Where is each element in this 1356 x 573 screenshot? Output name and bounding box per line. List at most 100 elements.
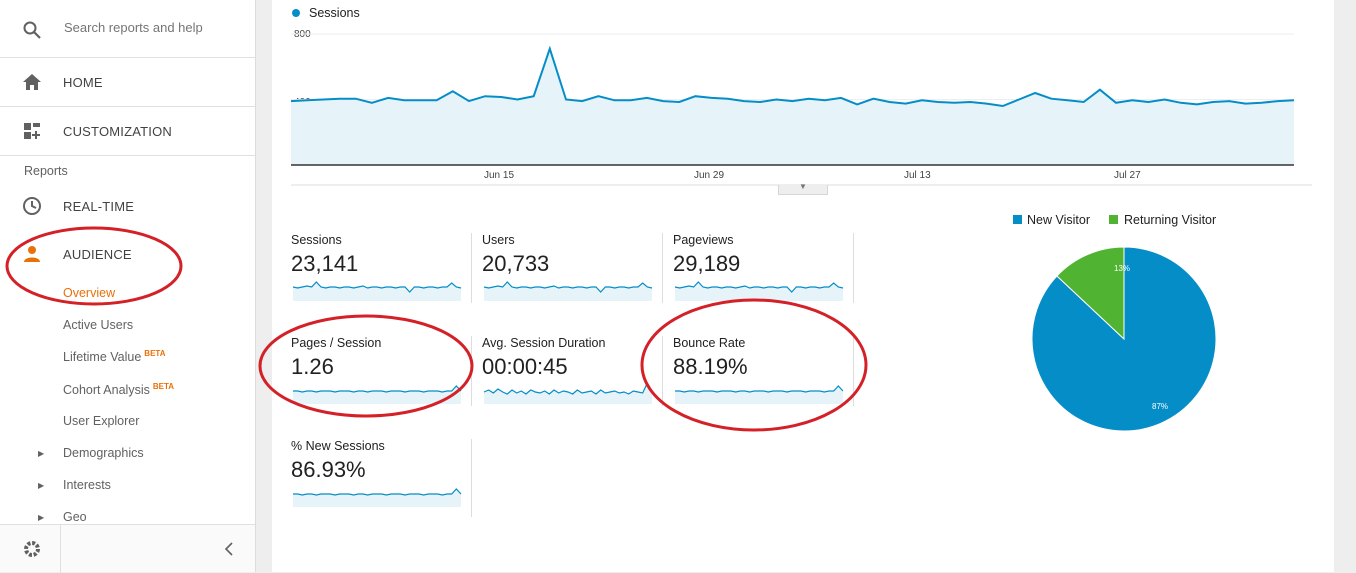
- divider: [662, 233, 663, 303]
- legend-returning-visitor: Returning Visitor: [1124, 213, 1217, 227]
- sidebar-footer: [0, 524, 255, 573]
- metric-value: 86.93%: [291, 457, 366, 482]
- nav-realtime[interactable]: REAL-TIME: [0, 182, 255, 230]
- visitor-type-pie-chart[interactable]: 87% 13%: [1030, 245, 1218, 433]
- sparkline-area: [293, 489, 461, 507]
- chevron-down-icon: ▼: [799, 182, 807, 191]
- legend-swatch-returning-visitor: [1109, 215, 1118, 224]
- home-icon: [23, 74, 41, 90]
- sparkline: [293, 385, 462, 404]
- sparkline: [675, 385, 844, 404]
- sparkline-line: [674, 281, 844, 293]
- sidebar-item-cohort-analysis[interactable]: Cohort Analysis BETA: [63, 382, 174, 397]
- sidebar-item-demographics[interactable]: Demographics: [63, 446, 144, 460]
- nav-audience[interactable]: AUDIENCE: [0, 230, 255, 278]
- metric-label: Avg. Session Duration: [482, 336, 606, 350]
- sparkline-area: [484, 383, 652, 404]
- sidebar-item-interests[interactable]: Interests: [63, 478, 111, 492]
- legend-new-visitor: New Visitor: [1027, 213, 1090, 227]
- series-line-sessions[interactable]: [290, 45, 1295, 108]
- search-bar[interactable]: Search reports and help: [0, 0, 255, 58]
- metric-pages-per-session[interactable]: Pages / Session 1.26: [291, 336, 473, 419]
- pie-label-new-visitor: 87%: [1152, 402, 1168, 411]
- series-legend-label: Sessions: [309, 6, 360, 20]
- sparkline-area: [484, 282, 652, 301]
- search-placeholder[interactable]: Search reports and help: [64, 20, 203, 35]
- sparkline-line: [293, 385, 462, 393]
- divider: [471, 439, 472, 517]
- sparkline-area: [293, 282, 461, 301]
- metric-value: 20,733: [482, 251, 550, 276]
- metric-bounce-rate[interactable]: Bounce Rate 88.19%: [673, 336, 855, 419]
- gear-icon[interactable]: [22, 539, 42, 559]
- metric-value: 88.19%: [673, 354, 748, 379]
- sidebar-item-user-explorer[interactable]: User Explorer: [63, 414, 140, 428]
- metric-sessions[interactable]: Sessions 23,141: [291, 233, 473, 316]
- sidebar-item-overview[interactable]: Overview: [63, 286, 116, 300]
- metric-new-sessions[interactable]: % New Sessions 86.93%: [291, 439, 473, 522]
- metric-value: 00:00:45: [482, 354, 568, 379]
- lifetime-value-label: Lifetime Value: [63, 350, 142, 365]
- sparkline: [292, 281, 462, 301]
- sparkline: [293, 488, 462, 507]
- series-area: [291, 48, 1294, 166]
- metric-value: 29,189: [673, 251, 741, 276]
- metric-avg-session-duration[interactable]: Avg. Session Duration 00:00:45: [482, 336, 664, 419]
- sessions-line-chart[interactable]: [272, 0, 1334, 186]
- metric-label: Sessions: [291, 233, 342, 247]
- beta-badge: BETA: [152, 382, 175, 391]
- divider: [471, 233, 472, 303]
- expand-triangle-icon: ▶: [38, 449, 45, 458]
- sparkline-area: [293, 386, 461, 404]
- x-tick-label: Jun 29: [694, 170, 725, 181]
- sparkline-line: [675, 385, 844, 393]
- search-icon: [23, 21, 41, 39]
- sidebar-item-geo[interactable]: Geo: [63, 510, 87, 524]
- sparkline-line: [483, 382, 653, 395]
- divider: [853, 233, 854, 303]
- sparkline: [483, 382, 653, 404]
- divider: [853, 336, 854, 406]
- reports-section-label: Reports: [24, 164, 68, 178]
- clock-icon: [23, 197, 41, 215]
- nav-audience-label: AUDIENCE: [63, 247, 132, 262]
- x-tick-label: Jul 27: [1114, 170, 1141, 181]
- sparkline-line: [293, 488, 462, 496]
- metric-pageviews[interactable]: Pageviews 29,189: [673, 233, 855, 316]
- beta-badge: BETA: [144, 349, 166, 358]
- sparkline-area: [675, 282, 843, 301]
- chart-collapse-toggle[interactable]: ▼: [778, 182, 828, 195]
- divider: [0, 106, 255, 107]
- sidebar-item-active-users[interactable]: Active Users: [63, 318, 134, 332]
- main-content: Sessions 800 400 Jun 15 Jun 29 Jul 13 Ju…: [272, 0, 1334, 572]
- sparkline: [674, 281, 844, 301]
- pie-label-returning-visitor: 13%: [1114, 264, 1130, 273]
- metric-label: Bounce Rate: [673, 336, 746, 350]
- expand-triangle-icon: ▶: [38, 481, 45, 490]
- nav-home-label: HOME: [63, 75, 103, 90]
- sparkline-line: [483, 281, 653, 293]
- dashboard-add-icon: [24, 123, 40, 139]
- expand-triangle-icon: ▶: [38, 513, 45, 522]
- sidebar: Search reports and help HOME CUSTOMIZATI…: [0, 0, 256, 573]
- divider: [662, 336, 663, 406]
- sidebar-item-lifetime-value[interactable]: Lifetime Value BETA: [63, 349, 165, 364]
- metric-label: Pageviews: [673, 233, 734, 247]
- nav-customization-label: CUSTOMIZATION: [63, 124, 173, 139]
- pie-slice-returning-visitor[interactable]: [1056, 246, 1125, 341]
- person-icon: [24, 246, 40, 262]
- metric-label: % New Sessions: [291, 439, 385, 453]
- nav-home[interactable]: HOME: [0, 58, 255, 106]
- divider: [471, 336, 472, 406]
- metric-users[interactable]: Users 20,733: [482, 233, 664, 316]
- series-legend-dot: [292, 9, 300, 17]
- nav-customization[interactable]: CUSTOMIZATION: [0, 107, 255, 155]
- nav-realtime-label: REAL-TIME: [63, 199, 135, 214]
- sparkline-area: [675, 386, 843, 404]
- chevron-left-icon[interactable]: [222, 539, 236, 559]
- divider: [0, 155, 255, 156]
- legend-swatch-new-visitor: [1013, 215, 1022, 224]
- metric-label: Pages / Session: [291, 336, 382, 350]
- metric-value: 1.26: [291, 354, 334, 379]
- x-tick-label: Jul 13: [904, 170, 931, 181]
